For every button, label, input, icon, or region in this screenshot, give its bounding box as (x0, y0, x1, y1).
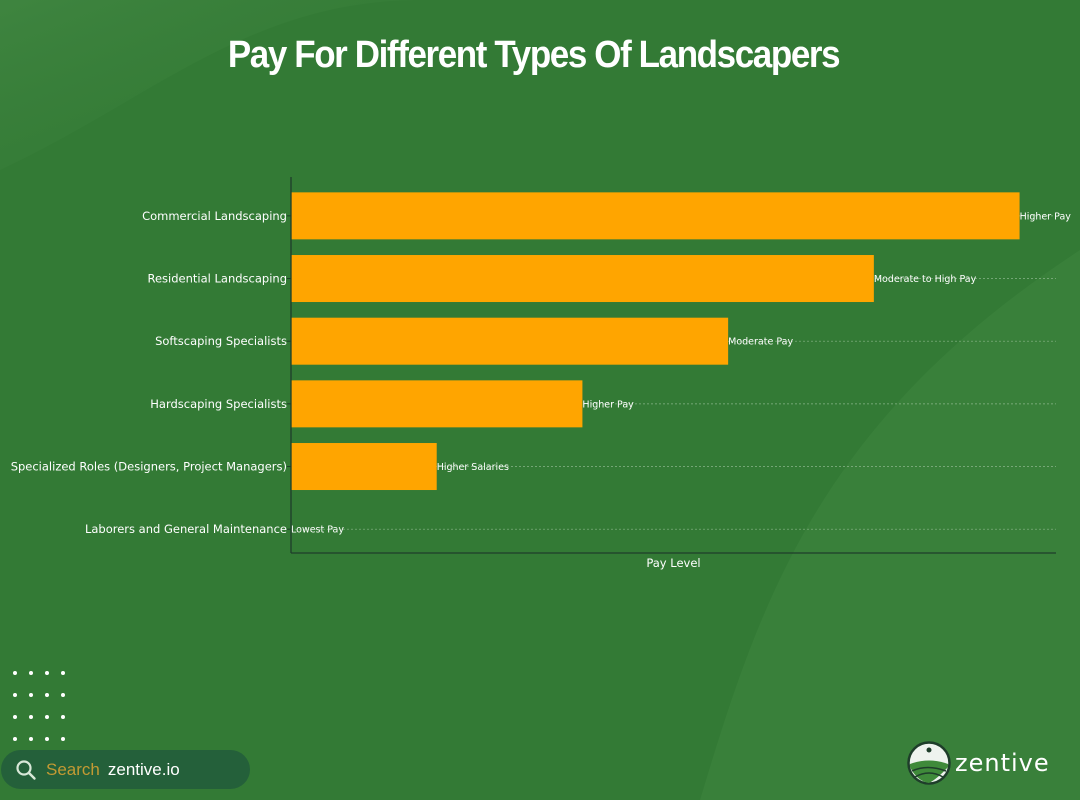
brand-name: zentive (955, 749, 1050, 777)
y-tick-label: Laborers and General Maintenance (85, 522, 287, 536)
bar (291, 443, 437, 491)
search-url: zentive.io (107, 759, 180, 779)
y-tick-label: Softscaping Specialists (155, 334, 287, 348)
chart-title: Pay For Different Types Of Landscapers (227, 34, 841, 76)
data-label: Higher Pay (1020, 211, 1072, 222)
y-tick-label: Hardscaping Specialists (150, 397, 287, 411)
x-axis-label: Pay Level (646, 556, 700, 570)
bar (291, 192, 1020, 240)
data-label: Higher Pay (582, 399, 634, 410)
y-tick-label: Specialized Roles (Designers, Project Ma… (11, 460, 287, 474)
bar (291, 317, 729, 365)
data-label: Higher Salaries (437, 462, 509, 473)
y-tick-label: Commercial Landscaping (142, 209, 287, 223)
y-tick-label: Residential Landscaping (148, 272, 288, 286)
search-bar[interactable]: Search zentive.io (1, 750, 250, 789)
brand-logo: zentive (907, 741, 1050, 785)
data-label: Moderate Pay (728, 337, 793, 348)
search-label: Search (46, 759, 100, 779)
bar (291, 380, 583, 428)
bar-chart: Commercial Landscaping Higher Pay Resident… (11, 177, 1072, 570)
zentive-logo-icon (907, 741, 951, 785)
bar (291, 255, 874, 303)
search-icon (16, 759, 36, 780)
data-label: Lowest Pay (291, 525, 344, 536)
data-label: Moderate to High Pay (874, 274, 977, 285)
decorative-dots (10, 668, 74, 744)
